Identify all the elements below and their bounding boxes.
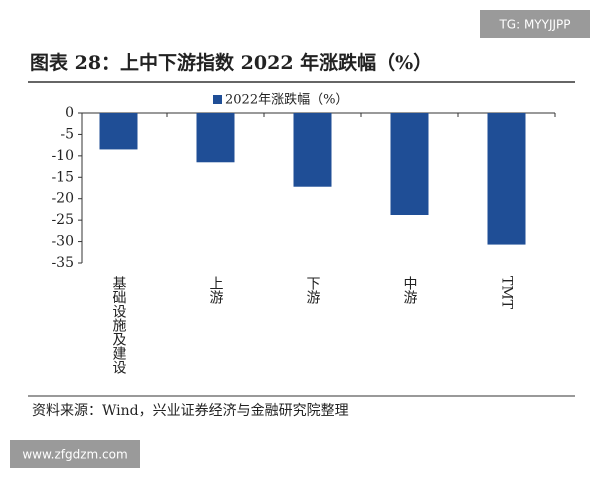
y-tick-label: -20 [51,191,74,207]
bar [293,113,332,187]
watermark: TG: MYYJJPP [498,18,570,32]
y-tick-label: -30 [51,234,74,250]
chart-title: 图表 28：上中下游指数 2022 年涨跌幅（%） [30,51,432,74]
x-tick-label: TMT [499,276,515,310]
bar [390,113,429,215]
watermark-box [10,440,140,468]
y-tick-label: -35 [51,255,74,271]
x-tick-label: 上游 [208,276,224,305]
source: 资料来源：Wind，兴业证券经济与金融研究院整理 [32,403,349,419]
legend-label: 2022年涨跌幅（%） [225,92,348,108]
x-tick-label: 下游 [305,276,321,305]
watermark-box [480,10,590,38]
y-tick-label: 0 [65,105,74,121]
x-tick-label: 中游 [402,276,418,305]
y-tick-label: -15 [51,169,74,185]
bar [196,113,235,163]
y-tick-label: -5 [60,126,74,142]
watermark: www.zfgdzm.com [22,448,127,462]
y-tick-label: -10 [51,148,74,164]
y-tick-label: -25 [51,212,74,228]
bar [99,113,138,150]
x-tick-label: 基础设施及建设 [111,275,127,374]
legend-swatch [213,95,222,104]
bar [487,113,526,245]
